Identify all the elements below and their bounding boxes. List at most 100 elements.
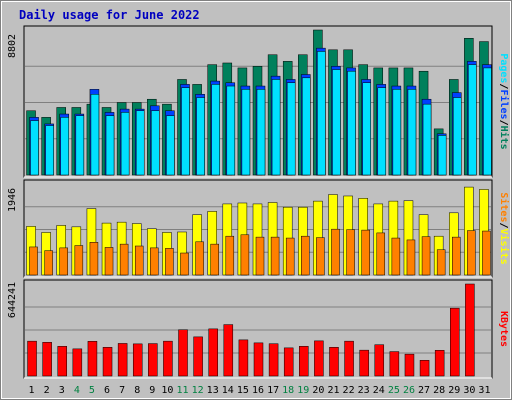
x-tick-day-18: 18 bbox=[282, 385, 294, 396]
kbytes-bar-day-30 bbox=[465, 283, 475, 377]
kbytes-bar-day-16 bbox=[253, 342, 264, 377]
x-tick-day-6: 6 bbox=[104, 385, 110, 396]
sites-bar-day-27 bbox=[421, 236, 431, 276]
pages-bar-day-10 bbox=[166, 115, 175, 176]
kbytes-bar-day-11 bbox=[178, 329, 188, 377]
x-tick-day-25: 25 bbox=[388, 385, 400, 396]
x-tick-day-22: 22 bbox=[343, 385, 355, 396]
kbytes-bar-day-17 bbox=[268, 343, 279, 377]
pages-bar-day-23 bbox=[362, 82, 371, 176]
legend-kbytes: KBytes bbox=[498, 311, 509, 347]
x-tick-day-26: 26 bbox=[403, 385, 415, 396]
x-tick-day-24: 24 bbox=[373, 385, 385, 396]
kbytes-bar-day-29 bbox=[450, 307, 460, 377]
pages-bar-day-18 bbox=[286, 82, 296, 176]
pages-bar-day-8 bbox=[135, 110, 145, 176]
pages-bar-day-30 bbox=[468, 64, 477, 176]
y-max-label-1: 8802 bbox=[7, 34, 18, 58]
sites-bar-day-2 bbox=[44, 250, 53, 276]
kbytes-bar-day-2 bbox=[42, 342, 52, 377]
pages-bar-day-11 bbox=[181, 87, 190, 176]
kbytes-bar-day-9 bbox=[148, 343, 158, 377]
legend-sites: Sites bbox=[498, 192, 510, 222]
x-tick-day-20: 20 bbox=[312, 385, 324, 396]
legend-pages: Pages bbox=[498, 53, 509, 83]
pages-bar-day-27 bbox=[422, 103, 432, 176]
pages-bar-day-2 bbox=[45, 125, 54, 176]
pages-bar-day-17 bbox=[271, 79, 281, 176]
kbytes-bar-day-19 bbox=[299, 346, 309, 377]
pages-bar-day-15 bbox=[241, 89, 251, 176]
pages-bar-day-20 bbox=[317, 51, 326, 176]
x-tick-day-21: 21 bbox=[327, 385, 339, 396]
x-tick-day-5: 5 bbox=[89, 385, 95, 396]
sites-bar-day-15 bbox=[240, 234, 250, 276]
kbytes-bar-day-26 bbox=[404, 353, 415, 377]
pages-bar-day-5 bbox=[90, 94, 100, 176]
x-tick-day-4: 4 bbox=[74, 385, 80, 396]
x-tick-day-9: 9 bbox=[149, 385, 155, 396]
x-tick-day-29: 29 bbox=[448, 385, 460, 396]
kbytes-bar-day-1 bbox=[27, 340, 37, 377]
kbytes-bar-day-28 bbox=[434, 350, 445, 377]
kbytes-bar-day-15 bbox=[238, 339, 249, 377]
kbytes-bar-day-18 bbox=[283, 347, 294, 377]
sites-bar-day-17 bbox=[270, 236, 280, 276]
kbytes-bar-day-25 bbox=[389, 351, 400, 377]
kbytes-bar-day-22 bbox=[344, 340, 354, 377]
x-tick-day-12: 12 bbox=[192, 385, 204, 396]
sites-bar-day-13 bbox=[210, 243, 219, 276]
x-tick-day-23: 23 bbox=[358, 385, 370, 396]
x-tick-day-8: 8 bbox=[134, 385, 140, 396]
sites-bar-day-19 bbox=[301, 235, 310, 276]
pages-bar-day-16 bbox=[256, 89, 266, 176]
legend-files: Files bbox=[498, 89, 510, 119]
legend-separator: / bbox=[498, 120, 509, 126]
sites-bar-day-14 bbox=[225, 235, 235, 276]
x-tick-day-27: 27 bbox=[418, 385, 430, 396]
kbytes-bar-day-13 bbox=[208, 328, 218, 377]
x-tick-day-17: 17 bbox=[267, 385, 279, 396]
pages-bar-day-1 bbox=[30, 120, 39, 176]
kbytes-bar-day-7 bbox=[117, 343, 128, 377]
x-tick-day-31: 31 bbox=[478, 385, 490, 396]
pages-bar-day-13 bbox=[211, 84, 220, 176]
x-tick-day-14: 14 bbox=[222, 385, 234, 396]
sites-bar-day-20 bbox=[316, 237, 325, 276]
pages-bar-day-3 bbox=[60, 117, 69, 176]
pages-bar-day-7 bbox=[120, 112, 130, 176]
kbytes-bar-day-21 bbox=[329, 347, 339, 377]
y-max-label-2: 1946 bbox=[7, 188, 18, 212]
x-tick-day-2: 2 bbox=[44, 385, 50, 396]
x-tick-day-11: 11 bbox=[176, 385, 188, 396]
x-tick-day-7: 7 bbox=[119, 385, 125, 396]
pages-bar-day-4 bbox=[75, 115, 85, 176]
pages-bar-day-31 bbox=[483, 67, 492, 176]
sites-bar-day-8 bbox=[134, 245, 144, 276]
x-tick-day-10: 10 bbox=[161, 385, 173, 396]
x-tick-day-15: 15 bbox=[237, 385, 249, 396]
sites-bar-day-7 bbox=[119, 243, 129, 276]
sites-bar-day-4 bbox=[74, 245, 84, 276]
legend-2: Sites/Visits bbox=[498, 192, 510, 264]
sites-bar-day-29 bbox=[452, 236, 461, 276]
pages-bar-day-29 bbox=[453, 97, 462, 176]
sites-bar-day-16 bbox=[255, 236, 265, 276]
kbytes-bar-day-20 bbox=[314, 340, 324, 377]
x-tick-day-19: 19 bbox=[297, 385, 309, 396]
pages-bar-day-22 bbox=[347, 70, 356, 176]
kbytes-bar-day-10 bbox=[163, 340, 173, 377]
legend-separator: / bbox=[498, 83, 509, 89]
sites-bar-day-12 bbox=[195, 241, 204, 276]
kbytes-bar-day-4 bbox=[72, 348, 83, 377]
kbytes-bar-day-12 bbox=[193, 336, 203, 377]
sites-bar-day-23 bbox=[361, 229, 370, 276]
kbytes-bar-day-3 bbox=[57, 346, 67, 377]
sites-bar-day-26 bbox=[406, 239, 416, 276]
pages-bar-day-14 bbox=[226, 85, 236, 176]
x-tick-day-16: 16 bbox=[252, 385, 264, 396]
x-tick-day-1: 1 bbox=[29, 385, 35, 396]
sites-bar-day-1 bbox=[29, 246, 38, 276]
